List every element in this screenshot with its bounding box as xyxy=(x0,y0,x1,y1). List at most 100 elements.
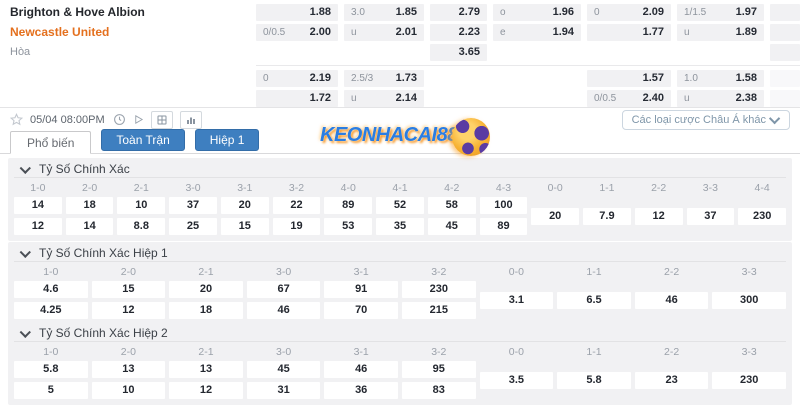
score-odds-cell[interactable]: 37 xyxy=(169,197,217,214)
score-odds-cell[interactable]: 89 xyxy=(479,218,528,235)
score-odds-cell[interactable]: 12 xyxy=(14,218,62,235)
play-icon[interactable] xyxy=(133,114,144,125)
odds-value: 2.01 xyxy=(395,26,417,38)
score-odds-cell[interactable]: 5.8 xyxy=(14,361,88,378)
odds-cell[interactable]: 1.88 xyxy=(256,4,338,21)
score-odds-cell[interactable]: 46 xyxy=(634,291,709,309)
odds-cell[interactable]: 1.72 xyxy=(256,90,338,107)
odds-cell[interactable]: 2.23 xyxy=(430,24,487,41)
tab-pho-bien[interactable]: Phổ biến xyxy=(10,131,92,154)
score-odds-cell[interactable]: 89 xyxy=(324,197,373,214)
tab-toan-tran[interactable]: Toàn Trận xyxy=(101,129,185,151)
odds-cell[interactable]: e 1.94 xyxy=(493,24,581,41)
score-odds-cell[interactable]: 4.25 xyxy=(14,302,88,319)
score-odds-cell[interactable]: 230 xyxy=(712,371,786,389)
score-odds-cell[interactable]: 12 xyxy=(169,382,243,399)
score-odds-cell[interactable]: 52 xyxy=(376,197,424,214)
odds-cell-empty xyxy=(677,44,764,61)
score-odds-cell[interactable]: 67 xyxy=(246,281,321,298)
score-odds-cell[interactable]: 3.5 xyxy=(479,371,554,389)
score-odds-cell[interactable]: 46 xyxy=(324,361,398,378)
odds-cell[interactable]: 1.57 xyxy=(587,70,671,87)
collapse-chevron-icon[interactable] xyxy=(19,162,31,174)
odds-cell-empty xyxy=(493,44,581,61)
odds-value: 2.23 xyxy=(458,26,480,38)
score-odds-cell[interactable]: 5 xyxy=(14,382,88,399)
score-odds-cell[interactable]: 36 xyxy=(324,382,398,399)
score-odds-cell[interactable]: 20 xyxy=(220,197,269,214)
score-odds-cell[interactable]: 13 xyxy=(169,361,243,378)
score-odds-cell[interactable]: 13 xyxy=(91,361,166,378)
odds-cell[interactable]: 0/0.5 2.00 xyxy=(256,24,338,41)
score-odds-cell[interactable]: 83 xyxy=(401,382,476,399)
odds-cell[interactable]: u 2.14 xyxy=(344,90,424,107)
collapse-chevron-icon[interactable] xyxy=(19,246,31,258)
score-odds-cell[interactable]: 14 xyxy=(14,197,62,214)
odds-cell[interactable]: u 1.89 xyxy=(677,24,764,41)
score-odds-cell[interactable]: 95 xyxy=(401,361,476,378)
odds-cell[interactable]: 1.77 xyxy=(587,24,671,41)
bet-types-dropdown[interactable]: Các loại cược Châu Á khác xyxy=(621,109,790,130)
score-odds-cell[interactable]: 20 xyxy=(531,207,580,225)
score-odds-cell[interactable]: 10 xyxy=(91,382,166,399)
score-odds-cell[interactable]: 12 xyxy=(91,302,166,319)
score-odds-cell[interactable]: 53 xyxy=(324,218,373,235)
odds-cell-empty xyxy=(493,70,581,87)
favorite-star-icon[interactable] xyxy=(10,113,23,126)
score-odds-cell[interactable]: 12 xyxy=(634,207,683,225)
collapse-chevron-icon[interactable] xyxy=(19,326,31,338)
score-odds-cell[interactable]: 4.6 xyxy=(14,281,88,298)
odds-cell[interactable]: 2.79 xyxy=(430,4,487,21)
score-odds-cell[interactable]: 20 xyxy=(169,281,243,298)
score-odds-cell[interactable]: 18 xyxy=(65,197,114,214)
odds-cell[interactable]: 3.0 1.85 xyxy=(344,4,424,21)
odds-cell[interactable]: 1.0 1.58 xyxy=(677,70,764,87)
score-odds-cell[interactable]: 300 xyxy=(712,291,786,309)
section-title-row[interactable]: Tỷ Số Chính Xác Hiệp 2 xyxy=(14,324,786,342)
score-odds-cell[interactable]: 15 xyxy=(220,218,269,235)
score-odds-cell[interactable]: 35 xyxy=(376,218,424,235)
score-column-header: 1-0 xyxy=(43,346,59,358)
score-odds-cell[interactable]: 215 xyxy=(401,302,476,319)
score-odds-cell[interactable]: 58 xyxy=(427,197,476,214)
score-odds-cell[interactable]: 8.8 xyxy=(117,218,166,235)
score-odds-cell[interactable]: 15 xyxy=(91,281,166,298)
score-odds-cell[interactable]: 100 xyxy=(479,197,528,214)
odds-cell[interactable]: u 2.38 xyxy=(677,90,764,107)
score-odds-cell[interactable]: 91 xyxy=(324,281,398,298)
odds-cell[interactable]: o 1.96 xyxy=(493,4,581,21)
score-odds-cell[interactable]: 46 xyxy=(246,302,321,319)
score-odds-cell[interactable]: 10 xyxy=(117,197,166,214)
section-title-row[interactable]: Tỷ Số Chính Xác xyxy=(14,160,786,178)
score-odds-cell[interactable]: 23 xyxy=(634,371,709,389)
score-odds-cell[interactable]: 5.8 xyxy=(557,371,631,389)
score-odds-cell[interactable]: 37 xyxy=(686,207,735,225)
score-odds-cell[interactable]: 70 xyxy=(324,302,398,319)
odds-cell[interactable]: u 2.01 xyxy=(344,24,424,41)
odds-line-label: u xyxy=(684,93,690,104)
score-odds-cell[interactable]: 22 xyxy=(272,197,321,214)
score-odds-cell[interactable]: 230 xyxy=(738,207,786,225)
score-odds-cell[interactable]: 18 xyxy=(169,302,243,319)
score-odds-cell[interactable]: 230 xyxy=(401,281,476,298)
score-odds-cell[interactable]: 25 xyxy=(169,218,217,235)
score-odds-cell[interactable]: 45 xyxy=(427,218,476,235)
score-odds-cell[interactable]: 3.1 xyxy=(479,291,554,309)
score-odds-cell[interactable]: 14 xyxy=(65,218,114,235)
odds-cell[interactable]: 0 2.09 xyxy=(587,4,671,21)
score-column: 3.1 xyxy=(479,281,554,319)
odds-cell[interactable]: 1/1.5 1.97 xyxy=(677,4,764,21)
score-odds-cell[interactable]: 45 xyxy=(246,361,321,378)
odds-cell[interactable]: 2.5/3 1.73 xyxy=(344,70,424,87)
section-title-row[interactable]: Tỷ Số Chính Xác Hiệp 1 xyxy=(14,244,786,262)
score-odds-cell[interactable]: 19 xyxy=(272,218,321,235)
odds-cell[interactable]: 3.65 xyxy=(430,44,487,61)
odds-cell[interactable]: 0/0.5 2.40 xyxy=(587,90,671,107)
score-odds-cell[interactable]: 7.9 xyxy=(583,207,631,225)
score-odds-cell[interactable]: 6.5 xyxy=(557,291,631,309)
live-board-button[interactable] xyxy=(150,110,173,129)
stats-chart-button[interactable] xyxy=(179,110,202,129)
odds-cell[interactable]: 0 2.19 xyxy=(256,70,338,87)
tab-hiep-1[interactable]: Hiệp 1 xyxy=(194,129,260,151)
score-odds-cell[interactable]: 31 xyxy=(246,382,321,399)
